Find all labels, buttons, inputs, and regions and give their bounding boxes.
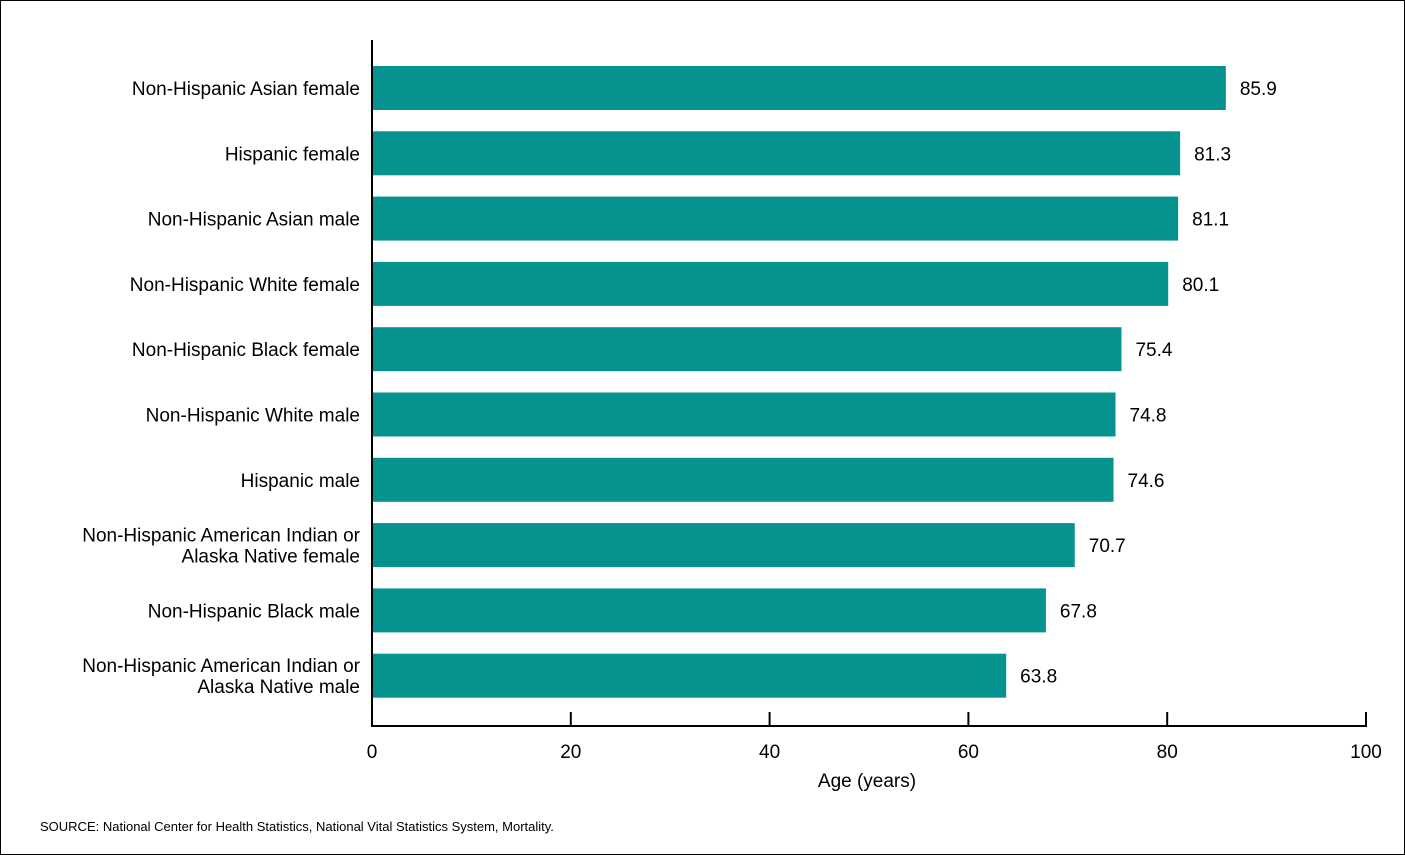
bar bbox=[372, 653, 1007, 698]
category-label: Non-Hispanic Asian male bbox=[148, 210, 360, 231]
bar bbox=[372, 457, 1114, 502]
category-label: Non-Hispanic American Indian or Alaska Na… bbox=[82, 526, 360, 568]
category-label: Non-Hispanic Asian female bbox=[132, 79, 360, 100]
category-labels-group: Non-Hispanic Asian female Hispanic female… bbox=[82, 79, 360, 698]
bar bbox=[372, 131, 1181, 176]
bar bbox=[372, 588, 1046, 633]
category-label: Non-Hispanic White male bbox=[146, 406, 360, 427]
category-label: Non-Hispanic White female bbox=[130, 275, 360, 296]
bar-value-label: 63.8 bbox=[1020, 667, 1057, 688]
bar bbox=[372, 523, 1075, 568]
x-tick-label: 60 bbox=[958, 742, 979, 763]
category-label: Hispanic male bbox=[241, 471, 360, 492]
category-label: Non-Hispanic Black male bbox=[148, 601, 360, 622]
value-labels-group: 85.9 81.3 81.1 80.1 75.4 74.8 74.6 70.7 67.8 63.8 bbox=[1020, 79, 1277, 688]
category-label: Non-Hispanic Black female bbox=[132, 340, 360, 361]
x-tick-label: 20 bbox=[560, 742, 581, 763]
x-tick-label: 80 bbox=[1157, 742, 1178, 763]
bar bbox=[372, 261, 1169, 306]
bar bbox=[372, 66, 1226, 110]
x-tick-label: 100 bbox=[1350, 742, 1382, 763]
axes-group: 0 20 40 60 80 100 bbox=[367, 40, 1382, 763]
bar-value-label: 81.3 bbox=[1194, 144, 1231, 165]
x-tick-label: 40 bbox=[759, 742, 780, 763]
bar-value-label: 80.1 bbox=[1182, 275, 1219, 296]
bar-value-label: 81.1 bbox=[1192, 210, 1229, 231]
source-note: SOURCE: National Center for Health Stati… bbox=[40, 819, 554, 834]
bar-value-label: 70.7 bbox=[1089, 536, 1126, 557]
bar-value-label: 67.8 bbox=[1060, 601, 1097, 622]
bar-value-label: 74.6 bbox=[1128, 471, 1165, 492]
x-axis-title: Age (years) bbox=[818, 771, 916, 792]
x-tick-label: 0 bbox=[367, 742, 378, 763]
bar bbox=[372, 327, 1122, 372]
bar-value-label: 74.8 bbox=[1130, 406, 1167, 427]
bar-value-label: 75.4 bbox=[1135, 340, 1172, 361]
bar-value-label: 85.9 bbox=[1240, 79, 1277, 100]
bar bbox=[372, 392, 1116, 437]
category-label: Hispanic female bbox=[225, 144, 360, 165]
category-label: Non-Hispanic American Indian or Alaska Na… bbox=[82, 656, 360, 698]
bars-group bbox=[372, 66, 1226, 698]
bar bbox=[372, 196, 1179, 241]
